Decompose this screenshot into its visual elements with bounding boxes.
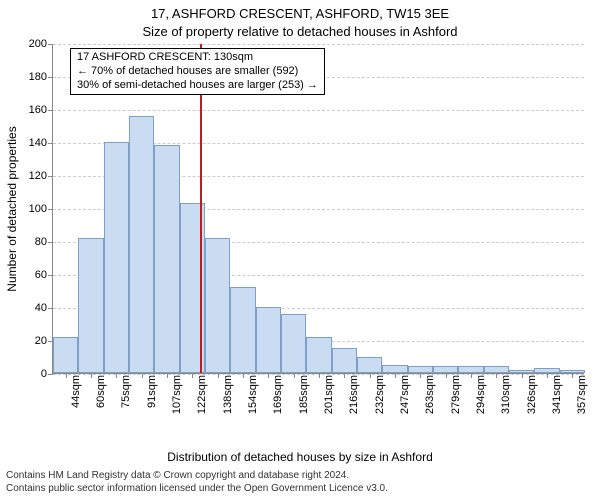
footer-attribution: Contains HM Land Registry data © Crown c… [6, 470, 388, 495]
x-tick-label: 247sqm [399, 373, 411, 414]
chart-title-address: 17, ASHFORD CRESCENT, ASHFORD, TW15 3EE [0, 6, 600, 21]
x-tick-mark [116, 373, 117, 378]
annotation-box: 17 ASHFORD CRESCENT: 130sqm← 70% of deta… [70, 48, 325, 95]
histogram-bar [281, 314, 306, 373]
x-tick-label: 294sqm [475, 373, 487, 414]
x-tick-mark [522, 373, 523, 378]
x-tick-label: 60sqm [95, 373, 107, 408]
x-tick-mark [446, 373, 447, 378]
x-tick-mark [66, 373, 67, 378]
x-tick-label: 216sqm [348, 373, 360, 414]
x-tick-mark [218, 373, 219, 378]
histogram-bar [205, 238, 230, 373]
histogram-bar [408, 366, 433, 373]
x-tick-label: 91sqm [146, 373, 158, 408]
y-tick-label: 180 [29, 71, 53, 83]
histogram-bar [129, 116, 154, 373]
y-tick-label: 100 [29, 203, 53, 215]
x-tick-mark [192, 373, 193, 378]
y-tick-label: 160 [29, 104, 53, 116]
x-tick-label: 326sqm [526, 373, 538, 414]
histogram-bar [433, 366, 458, 373]
y-tick-label: 60 [35, 269, 53, 281]
y-tick-label: 120 [29, 170, 53, 182]
x-tick-label: 107sqm [171, 373, 183, 414]
x-tick-mark [547, 373, 548, 378]
x-tick-mark [420, 373, 421, 378]
x-tick-label: 44sqm [70, 373, 82, 408]
x-tick-mark [496, 373, 497, 378]
annotation-line: ← 70% of detached houses are smaller (59… [77, 65, 318, 79]
x-tick-mark [243, 373, 244, 378]
x-tick-label: 279sqm [450, 373, 462, 414]
annotation-line: 17 ASHFORD CRESCENT: 130sqm [77, 51, 318, 65]
histogram-bar [458, 366, 483, 373]
x-tick-label: 154sqm [247, 373, 259, 414]
x-tick-mark [167, 373, 168, 378]
x-tick-label: 138sqm [222, 373, 234, 414]
x-tick-label: 169sqm [272, 373, 284, 414]
histogram-bar [357, 357, 382, 374]
x-axis-label: Distribution of detached houses by size … [0, 450, 600, 464]
x-tick-label: 263sqm [424, 373, 436, 414]
x-tick-mark [471, 373, 472, 378]
histogram-bar [256, 307, 281, 373]
x-tick-mark [395, 373, 396, 378]
histogram-bar [306, 337, 331, 373]
x-tick-label: 201sqm [323, 373, 335, 414]
x-tick-mark [319, 373, 320, 378]
footer-line: Contains HM Land Registry data © Crown c… [6, 470, 388, 483]
histogram-bar [78, 238, 103, 373]
y-tick-label: 0 [41, 368, 53, 380]
x-tick-mark [370, 373, 371, 378]
gridline [53, 44, 584, 45]
histogram-chart: 17, ASHFORD CRESCENT, ASHFORD, TW15 3EE … [0, 0, 600, 500]
histogram-bar [332, 348, 357, 373]
y-tick-label: 20 [35, 335, 53, 347]
y-axis-label: Number of detached properties [5, 126, 19, 291]
histogram-bar [154, 145, 179, 373]
histogram-bar [230, 287, 255, 373]
histogram-bar [104, 142, 129, 373]
y-tick-label: 80 [35, 236, 53, 248]
footer-line: Contains public sector information licen… [6, 483, 388, 496]
y-tick-label: 200 [29, 38, 53, 50]
x-tick-mark [294, 373, 295, 378]
x-tick-mark [344, 373, 345, 378]
histogram-bar [53, 337, 78, 373]
x-tick-mark [572, 373, 573, 378]
y-tick-label: 40 [35, 302, 53, 314]
chart-title-subtitle: Size of property relative to detached ho… [0, 24, 600, 39]
x-tick-mark [142, 373, 143, 378]
histogram-bar [484, 366, 509, 373]
x-tick-label: 185sqm [298, 373, 310, 414]
x-tick-label: 357sqm [576, 373, 588, 414]
x-tick-mark [268, 373, 269, 378]
x-tick-label: 341sqm [551, 373, 563, 414]
x-tick-mark [91, 373, 92, 378]
x-tick-label: 75sqm [120, 373, 132, 408]
x-tick-label: 310sqm [500, 373, 512, 414]
gridline [53, 110, 584, 111]
x-tick-label: 122sqm [196, 373, 208, 414]
y-tick-label: 140 [29, 137, 53, 149]
annotation-line: 30% of semi-detached houses are larger (… [77, 79, 318, 93]
x-tick-label: 232sqm [374, 373, 386, 414]
histogram-bar [382, 365, 407, 373]
